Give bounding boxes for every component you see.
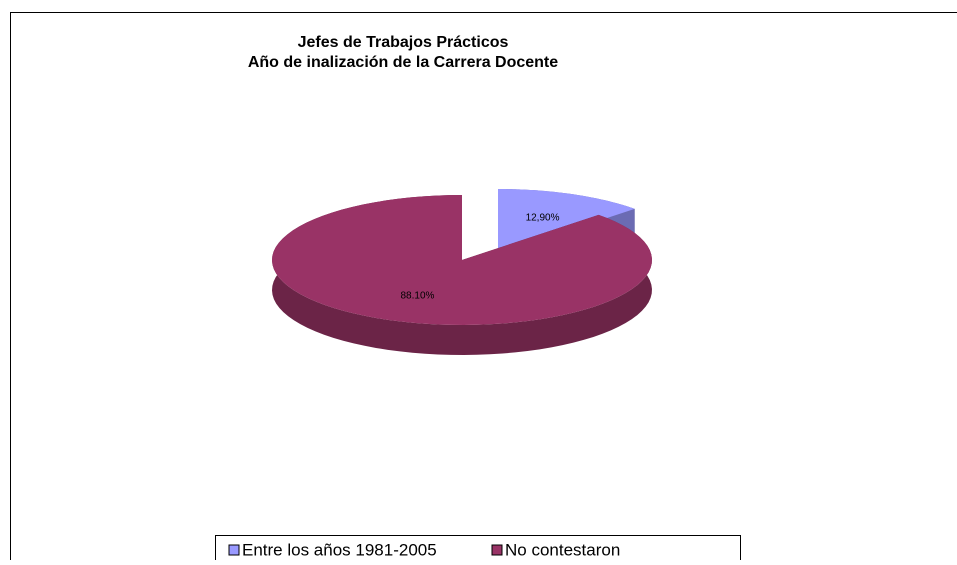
data-label: 88.10% [401,291,435,302]
legend-label: No contestaron [505,540,620,559]
chart-title: Jefes de Trabajos Prácticos [298,34,509,51]
legend-label: Entre los años 1981-2005 [242,540,437,559]
chart-title: Año de inalización de la Carrera Docente [248,54,558,71]
data-label: 12,90% [526,213,560,224]
legend-swatch [492,545,502,555]
legend-swatch [229,545,239,555]
